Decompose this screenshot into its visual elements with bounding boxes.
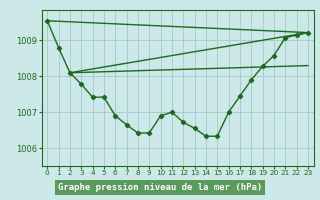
Text: Graphe pression niveau de la mer (hPa): Graphe pression niveau de la mer (hPa) (58, 183, 262, 192)
